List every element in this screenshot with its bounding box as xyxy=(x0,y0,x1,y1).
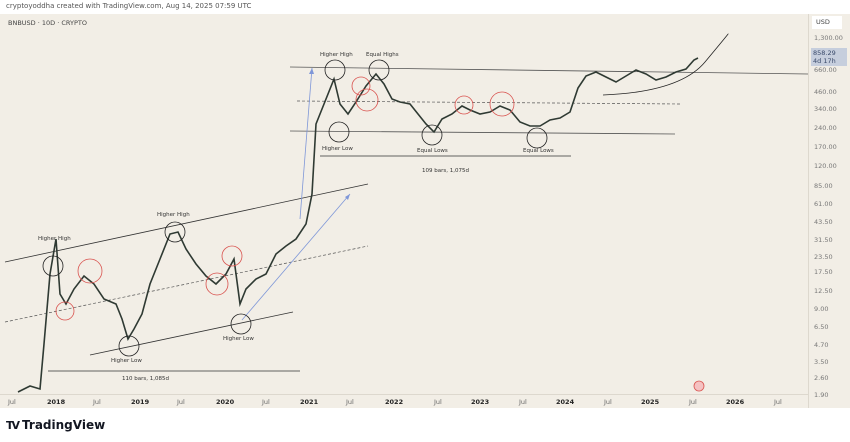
time-tick: Jul xyxy=(519,398,527,406)
currency-label[interactable]: USD xyxy=(812,16,842,29)
time-tick: 2021 xyxy=(300,398,319,406)
time-tick: 2026 xyxy=(726,398,745,406)
tradingview-logo-icon: TV xyxy=(6,418,20,432)
price-tick: 6.50 xyxy=(814,323,829,331)
time-tick: Jul xyxy=(346,398,354,406)
price-tick: 240.00 xyxy=(814,124,837,132)
price-tick: 23.50 xyxy=(814,253,833,261)
svg-text:Equal Highs: Equal Highs xyxy=(366,52,399,58)
time-tick: 2023 xyxy=(471,398,490,406)
svg-text:Higher High: Higher High xyxy=(320,52,353,58)
svg-text:Equal Lows: Equal Lows xyxy=(417,148,448,154)
range-bottom-line xyxy=(289,130,676,135)
price-tick: 17.50 xyxy=(814,268,833,276)
time-axis[interactable] xyxy=(0,394,808,409)
price-tick: 460.00 xyxy=(814,88,837,96)
chart-credit: cryptoyoddha created with TradingView.co… xyxy=(6,2,252,10)
price-tick: 12.50 xyxy=(814,287,833,295)
price-axis[interactable] xyxy=(808,14,850,408)
price-tick: 31.50 xyxy=(814,236,833,244)
time-tick: Jul xyxy=(689,398,697,406)
symbol-label: BNBUSD · 10D · CRYPTO xyxy=(8,19,87,27)
time-tick: 2025 xyxy=(641,398,660,406)
price-tick: 1,300.00 xyxy=(814,34,843,42)
time-tick: Jul xyxy=(434,398,442,406)
range-label-1: 110 bars, 1,085d xyxy=(122,376,169,382)
range-top-line xyxy=(289,66,808,75)
last-price-label: 858.29 4d 17h xyxy=(811,48,847,66)
price-tick: 4.70 xyxy=(814,341,829,349)
time-tick: 2020 xyxy=(216,398,235,406)
svg-text:Higher Low: Higher Low xyxy=(322,146,353,152)
tradingview-logo[interactable]: TV TradingView xyxy=(6,418,105,432)
price-tick: 660.00 xyxy=(814,66,837,74)
time-tick: 2018 xyxy=(47,398,66,406)
price-tick: 340.00 xyxy=(814,105,837,113)
chart-area[interactable]: BNBUSD · 10D · CRYPTO xyxy=(0,14,850,408)
price-tick: 3.50 xyxy=(814,358,829,366)
svg-text:Higher Low: Higher Low xyxy=(223,336,254,342)
parabolic-curve xyxy=(602,33,729,96)
time-tick: Jul xyxy=(177,398,185,406)
price-tick: 170.00 xyxy=(814,143,837,151)
range-label-2: 109 bars, 1,075d xyxy=(422,168,469,174)
range-mid-line xyxy=(296,100,681,105)
price-tick: 9.00 xyxy=(814,305,829,313)
svg-text:Higher High: Higher High xyxy=(157,212,190,218)
price-tick: 2.60 xyxy=(814,374,829,382)
time-tick: Jul xyxy=(604,398,612,406)
price-tick: 1.90 xyxy=(814,391,829,399)
us-flag-event-icon xyxy=(693,380,705,392)
brand-name: TradingView xyxy=(22,418,106,432)
price-series xyxy=(17,57,699,393)
bar-countdown: 4d 17h xyxy=(813,57,836,65)
channel-mid-line xyxy=(4,245,369,323)
price-chart-plot[interactable]: 110 bars, 1,085d 109 bars, 1,075d Higher… xyxy=(0,14,808,394)
price-tick: 85.00 xyxy=(814,182,833,190)
last-price-value: 858.29 xyxy=(813,49,836,57)
time-tick: Jul xyxy=(8,398,16,406)
time-tick: Jul xyxy=(774,398,782,406)
svg-text:Higher High: Higher High xyxy=(38,236,71,242)
channel-upper-line xyxy=(4,183,369,263)
time-tick: Jul xyxy=(262,398,270,406)
svg-text:Equal Lows: Equal Lows xyxy=(523,148,554,154)
time-tick: 2022 xyxy=(385,398,404,406)
price-tick: 43.50 xyxy=(814,218,833,226)
time-tick: Jul xyxy=(93,398,101,406)
channel-lower-line xyxy=(89,311,294,356)
time-tick: 2024 xyxy=(556,398,575,406)
trend-arrow-2 xyxy=(299,67,313,220)
trend-arrow-1 xyxy=(241,193,351,321)
price-tick: 61.00 xyxy=(814,200,833,208)
time-tick: 2019 xyxy=(131,398,150,406)
price-tick: 120.00 xyxy=(814,162,837,170)
svg-text:Higher Low: Higher Low xyxy=(111,358,142,364)
